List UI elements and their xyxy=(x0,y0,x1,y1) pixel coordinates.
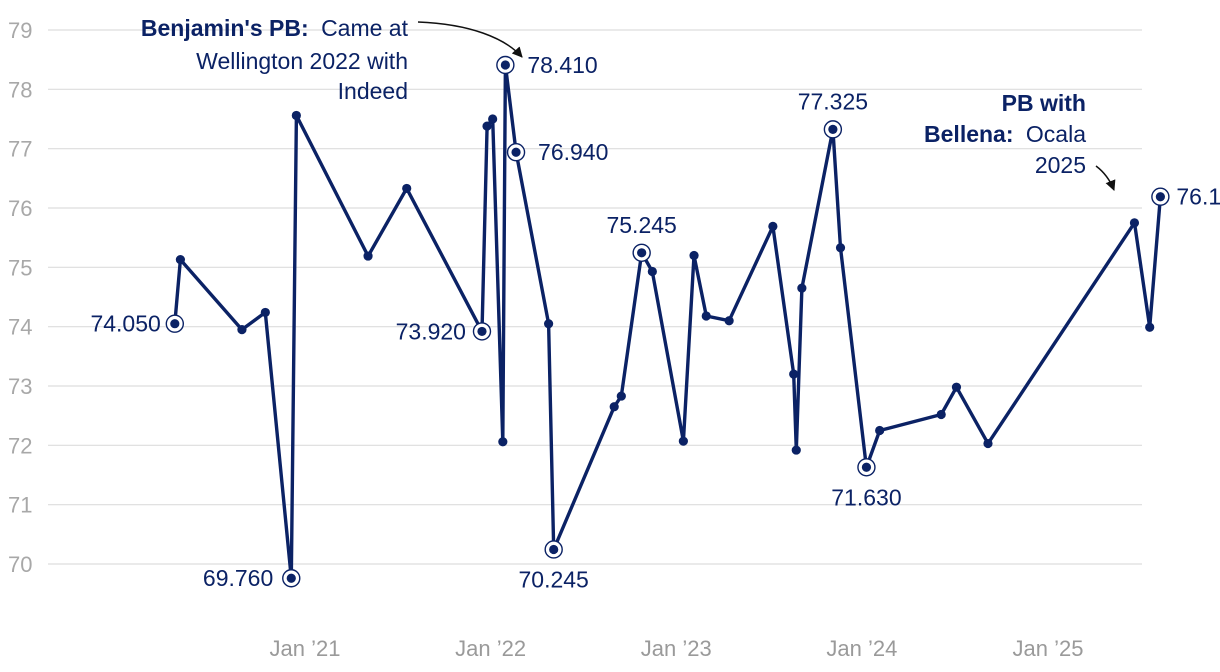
annotation-benjamin-pb: Benjamin's PB: Came at Wellington 2022 w… xyxy=(141,15,523,104)
data-point xyxy=(951,382,962,392)
data-point xyxy=(170,319,180,329)
data-point xyxy=(647,266,657,277)
data-point xyxy=(701,311,711,321)
data-point xyxy=(983,438,993,449)
annotation-1-line-2: Wellington 2022 with xyxy=(196,48,408,74)
data-point xyxy=(543,319,554,329)
data-point xyxy=(488,114,498,124)
x-tick-label: Jan ’21 xyxy=(270,636,341,661)
annotation-1-bold: Benjamin's PB: xyxy=(141,15,309,41)
y-tick-label: 72 xyxy=(8,433,32,458)
data-point xyxy=(768,221,778,231)
data-point xyxy=(1145,322,1155,332)
grid-lines xyxy=(48,29,1142,565)
y-tick-label: 74 xyxy=(8,315,32,340)
data-label: 71.630 xyxy=(831,484,901,510)
data-point xyxy=(861,462,872,472)
data-point xyxy=(797,283,807,293)
x-tick-label: Jan ’22 xyxy=(455,636,526,661)
y-tick-label: 70 xyxy=(8,552,32,577)
annotation-2-bold: PB with xyxy=(1002,90,1086,116)
y-axis-ticks: 70 71 72 73 74 75 76 77 78 79 xyxy=(8,18,32,577)
data-point xyxy=(1155,192,1165,202)
data-point xyxy=(789,369,799,379)
y-tick-label: 71 xyxy=(8,493,32,518)
data-label: 76.190 xyxy=(1176,184,1220,210)
data-point xyxy=(363,251,373,261)
y-tick-label: 79 xyxy=(8,18,32,43)
svg-text:Bellena: Ocala: Bellena: Ocala xyxy=(924,121,1086,147)
data-point xyxy=(482,121,492,131)
series-line xyxy=(173,63,1163,580)
y-tick-label: 77 xyxy=(8,137,32,162)
annotation-1-line-1: Came at xyxy=(321,15,409,41)
data-point xyxy=(936,409,946,420)
data-point xyxy=(402,183,412,194)
data-point xyxy=(616,391,626,401)
data-label: 74.050 xyxy=(90,311,160,337)
data-point xyxy=(875,425,885,436)
data-label: 70.245 xyxy=(519,566,589,592)
data-label: 75.245 xyxy=(606,212,676,238)
annotation-2-line-1: Bellena: xyxy=(924,121,1013,147)
annotation-2-arrow xyxy=(1095,165,1116,191)
series xyxy=(165,55,1170,588)
data-point xyxy=(678,436,688,446)
data-point xyxy=(689,250,699,261)
y-tick-label: 73 xyxy=(8,374,32,399)
data-point xyxy=(549,544,559,555)
data-point xyxy=(500,60,510,70)
data-point xyxy=(1129,218,1140,228)
annotation-1-line-3: Indeed xyxy=(338,78,408,104)
data-label: 73.920 xyxy=(396,318,466,344)
data-label: 77.325 xyxy=(798,88,868,114)
annotation-2-line-2: Ocala xyxy=(1026,121,1086,147)
data-label: 69.760 xyxy=(203,565,273,591)
annotation-1-arrow xyxy=(417,21,523,58)
data-point xyxy=(828,124,838,134)
data-point xyxy=(724,316,734,326)
data-point xyxy=(511,147,521,157)
y-tick-label: 76 xyxy=(8,196,32,221)
data-point xyxy=(637,248,647,258)
data-label: 76.940 xyxy=(538,139,608,165)
data-labels: 74.050 69.760 73.920 78.410 76.940 70.245 75.2… xyxy=(90,52,1220,592)
data-point xyxy=(609,402,619,412)
x-tick-label: Jan ’23 xyxy=(641,636,712,661)
annotation-bellena-pb: PB with Bellena: Ocala 2025 xyxy=(924,90,1116,191)
data-point xyxy=(237,325,247,335)
data-point xyxy=(498,437,508,447)
data-point xyxy=(175,255,186,265)
data-label: 78.410 xyxy=(527,52,597,78)
y-tick-label: 75 xyxy=(8,255,32,280)
data-point xyxy=(286,573,296,583)
data-point xyxy=(477,326,487,337)
x-tick-label: Jan ’25 xyxy=(1013,636,1084,661)
annotation-2-line-3: 2025 xyxy=(1035,152,1086,178)
svg-text:Benjamin's PB: Came at: Benjamin's PB: Came at xyxy=(141,15,409,41)
x-tick-label: Jan ’24 xyxy=(826,636,897,661)
x-axis-ticks: Jan ’21 Jan ’22 Jan ’23 Jan ’24 Jan ’25 xyxy=(270,636,1084,661)
data-point xyxy=(791,445,801,455)
y-tick-label: 78 xyxy=(8,77,32,102)
data-point xyxy=(291,110,301,121)
data-point xyxy=(260,307,270,318)
data-point xyxy=(835,243,846,253)
